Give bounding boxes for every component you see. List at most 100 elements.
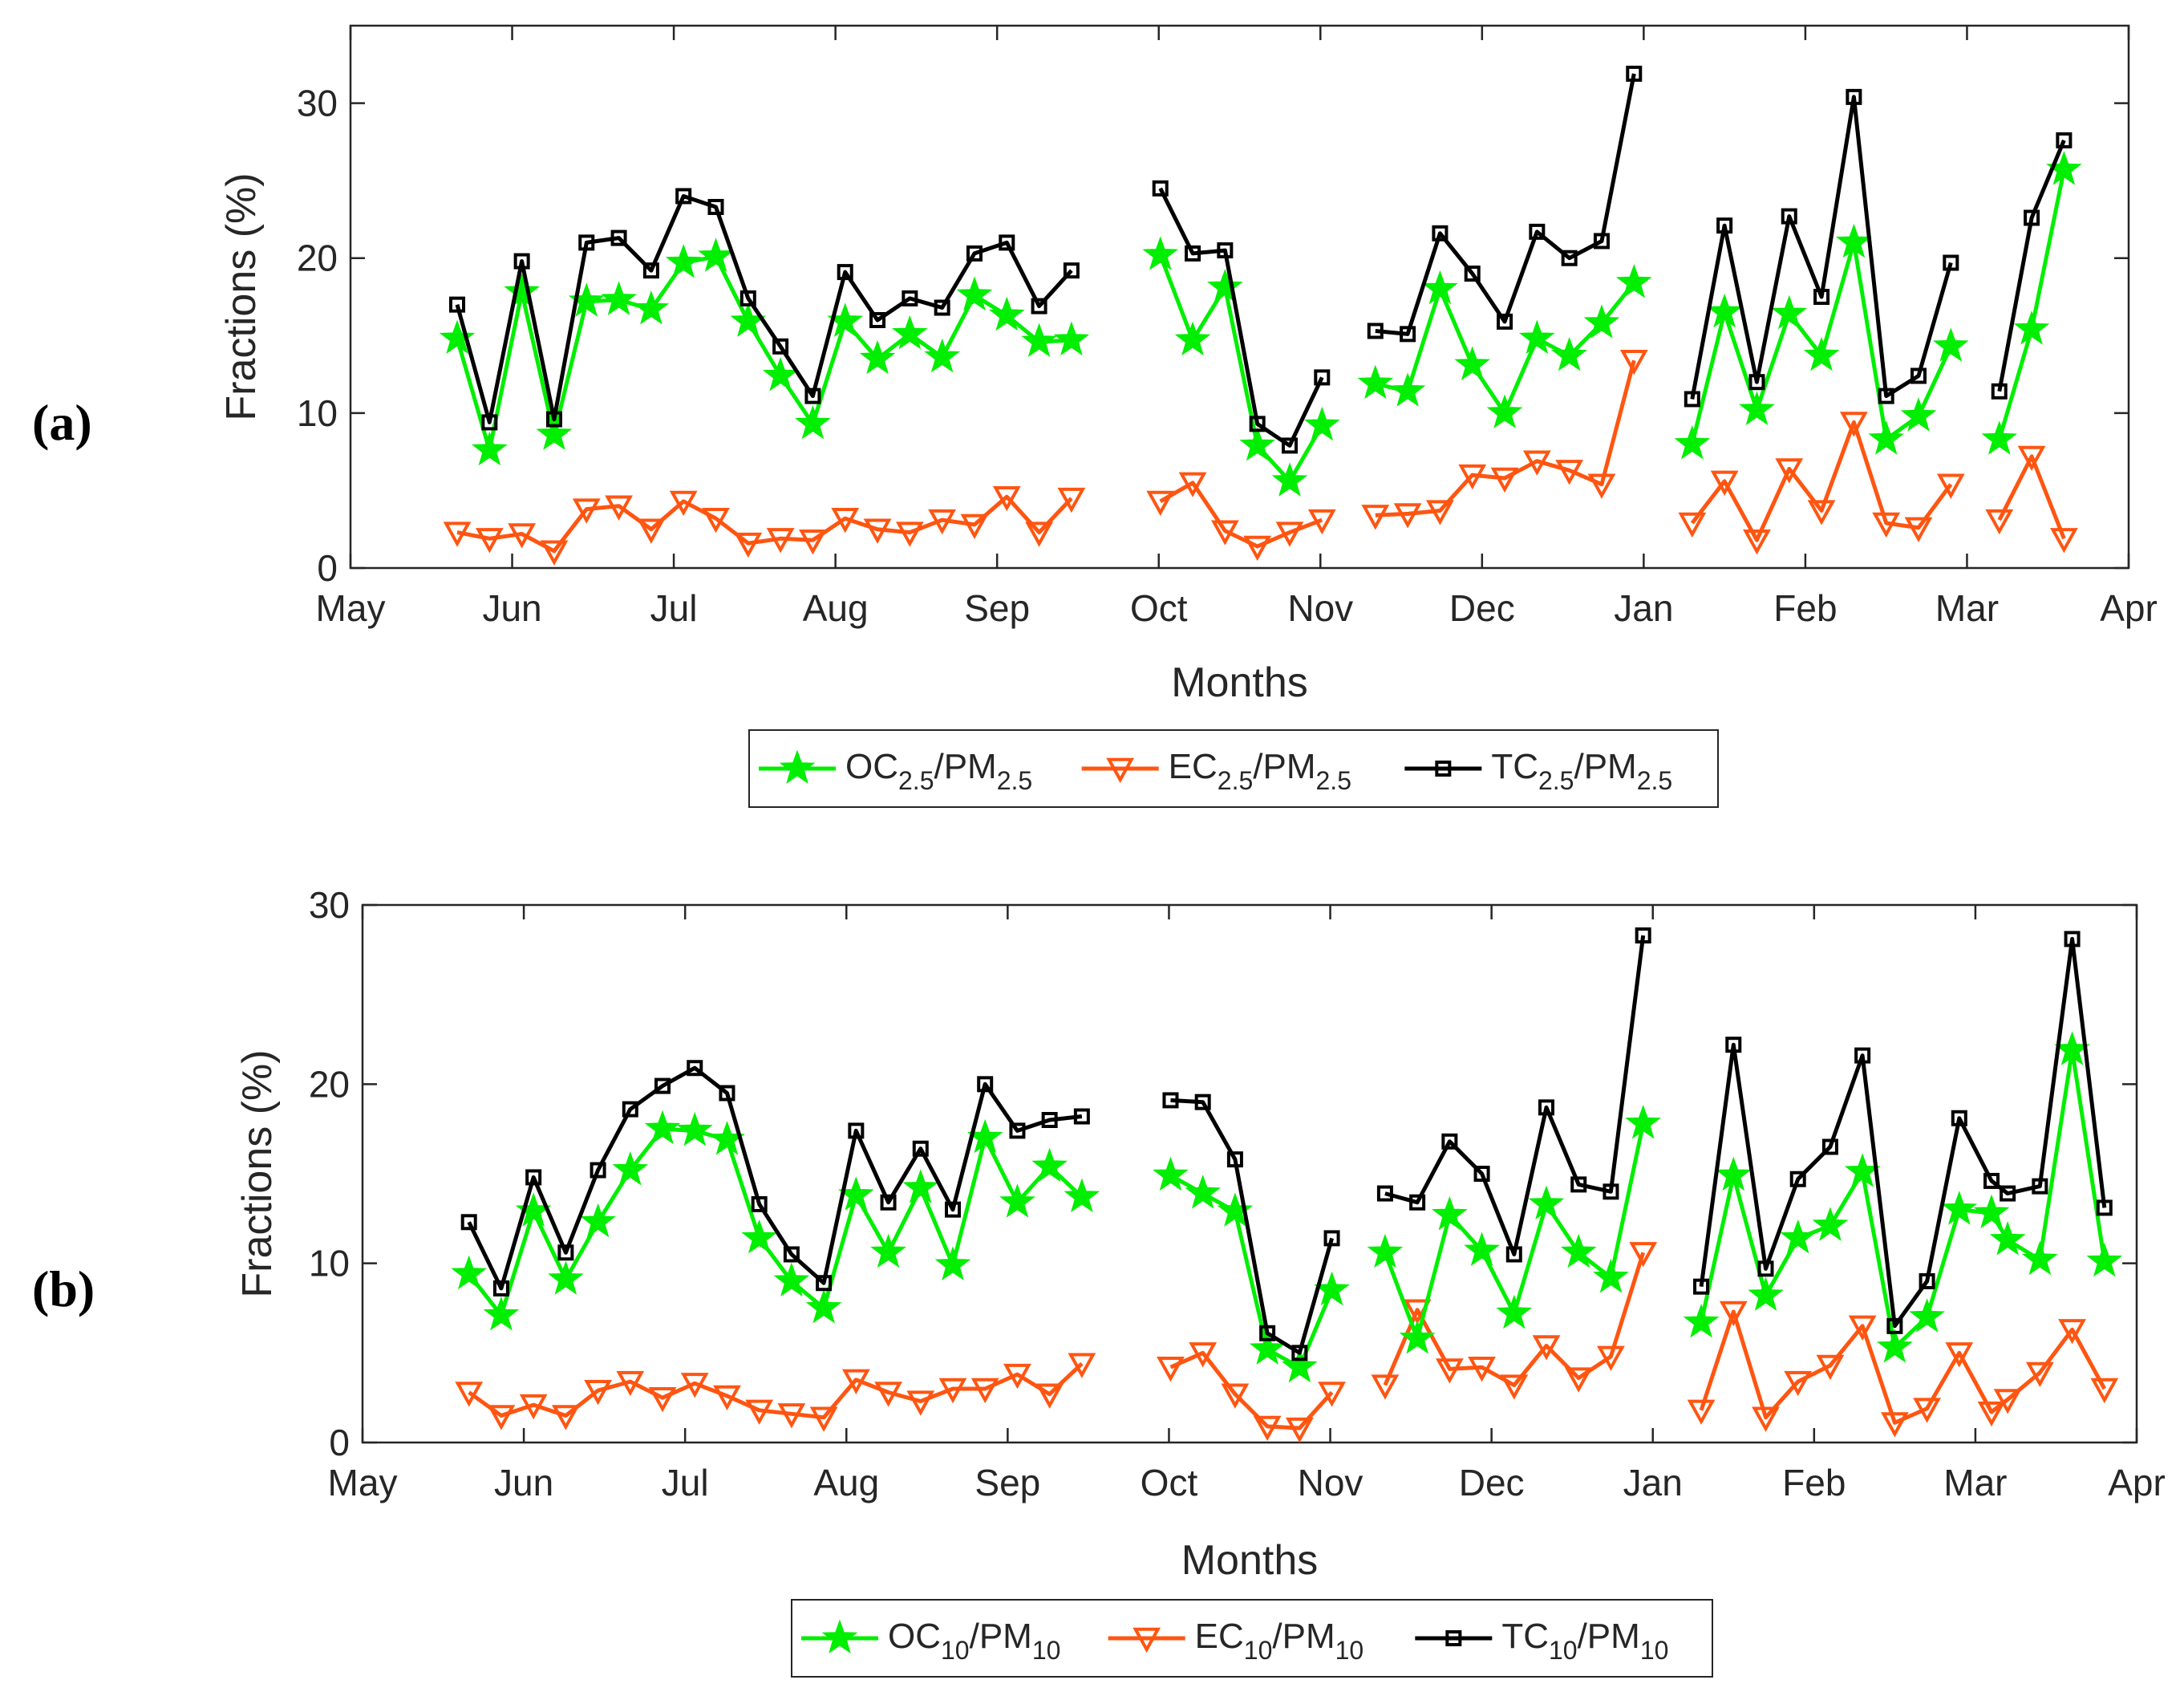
data-point: [1803, 336, 1840, 371]
data-point: [1757, 1260, 1774, 1277]
series-line-segment: [1997, 139, 2066, 392]
data-point: [1706, 293, 1743, 328]
x-tick-label-mar: Mar: [1935, 587, 1999, 629]
data-point: [960, 513, 989, 540]
data-point: [1775, 458, 1804, 484]
x-tick-label-jan: Jan: [1623, 1462, 1683, 1503]
data-point: [1615, 264, 1652, 298]
data-point: [1185, 245, 1201, 262]
data-point: [1848, 1315, 1877, 1341]
data-point: [1977, 1401, 2006, 1427]
data-point: [1933, 327, 1969, 362]
data-point: [1674, 425, 1711, 460]
series-line-segment: [1690, 95, 1953, 400]
data-point: [2096, 1199, 2113, 1216]
data-point: [1629, 1242, 1658, 1268]
data-point: [504, 273, 541, 308]
x-tick-label-dec: Dec: [1449, 587, 1515, 629]
data-point: [1194, 1094, 1211, 1110]
data-point: [707, 198, 724, 215]
data-point: [1210, 520, 1239, 546]
data-point: [439, 319, 476, 355]
data-point: [1063, 262, 1080, 279]
legend-entry-label: TC2.5/PM2.5: [1491, 747, 1672, 795]
data-point: [481, 414, 498, 431]
data-point: [1226, 1151, 1243, 1168]
data-point: [906, 1390, 935, 1416]
panel-label: (a): [32, 394, 92, 451]
data-point: [1854, 1047, 1871, 1064]
x-tick-label-feb: Feb: [1782, 1462, 1846, 1503]
data-point: [869, 311, 886, 328]
legend-marker: [821, 1619, 858, 1654]
data-point: [938, 1378, 967, 1404]
data-point: [1880, 1412, 1909, 1438]
data-point: [1684, 391, 1700, 408]
x-tick-label-jul: Jul: [662, 1462, 709, 1503]
series-line-segment: [1375, 73, 1636, 336]
data-point: [1304, 406, 1340, 441]
data-point: [1945, 1342, 1974, 1368]
data-point: [805, 1289, 842, 1324]
data-point: [2086, 1242, 2123, 1277]
data-point: [1152, 180, 1169, 197]
data-point: [2017, 445, 2046, 472]
x-tick-label-jun: Jun: [482, 587, 541, 629]
data-point: [777, 1403, 806, 1429]
data-point: [1603, 1183, 1619, 1200]
data-point: [669, 490, 698, 517]
data-point: [1583, 304, 1620, 339]
data-point: [1314, 369, 1331, 386]
data-point: [1281, 437, 1298, 454]
data-point: [1243, 535, 1272, 562]
data-point: [902, 290, 918, 306]
data-point: [1041, 1112, 1058, 1128]
data-point: [1993, 1389, 2022, 1414]
legend-entry-label: OC2.5/PM2.5: [845, 747, 1032, 795]
series-line-segment: [1383, 1252, 1646, 1387]
data-point: [1068, 1353, 1096, 1378]
data-point: [992, 485, 1021, 512]
data-point: [1486, 394, 1523, 428]
y-axis-label: Fractions (%): [234, 1049, 281, 1297]
data-point: [616, 1370, 645, 1397]
data-point: [1473, 1166, 1490, 1182]
data-point: [1739, 391, 1775, 426]
data-point: [1146, 490, 1175, 517]
data-point: [1876, 1329, 1913, 1363]
data-point: [1053, 321, 1090, 356]
data-point: [1807, 500, 1836, 525]
data-point: [1872, 512, 1901, 538]
data-point: [580, 1203, 616, 1238]
data-point: [1538, 1099, 1555, 1116]
data-point: [1400, 326, 1416, 343]
data-point: [1142, 236, 1179, 270]
data-point: [1941, 1191, 1978, 1225]
data-point: [475, 528, 504, 554]
x-tick-label-jul: Jul: [650, 587, 698, 629]
series-OC10/PM10: [451, 1031, 2123, 1383]
data-point: [1812, 1207, 1849, 1241]
data-point: [1936, 473, 1965, 499]
data-point: [804, 388, 821, 404]
data-point: [1281, 1348, 1318, 1383]
data-point: [1687, 1399, 1716, 1425]
x-axis-label: Months: [1181, 1537, 1319, 1584]
data-point: [713, 1385, 741, 1411]
legend-marker: [1133, 1627, 1161, 1654]
series-line-segment: [1384, 935, 1646, 1256]
series-OC2.5/PM2.5: [439, 151, 2082, 497]
legend-entry-label: EC10/PM10: [1195, 1617, 1364, 1665]
data-point: [1719, 1300, 1748, 1327]
data-point: [2058, 1319, 2086, 1345]
legend-entry-label: TC10/PM10: [1501, 1617, 1668, 1665]
data-point: [1253, 1415, 1282, 1442]
data-point: [1619, 349, 1648, 375]
data-point: [2000, 1185, 2016, 1202]
data-point: [1560, 1233, 1597, 1268]
data-point: [1031, 298, 1047, 314]
data-point: [999, 1183, 1035, 1218]
data-point: [1878, 388, 1894, 404]
data-point: [795, 404, 831, 440]
series-EC2.5/PM2.5: [443, 349, 2078, 566]
